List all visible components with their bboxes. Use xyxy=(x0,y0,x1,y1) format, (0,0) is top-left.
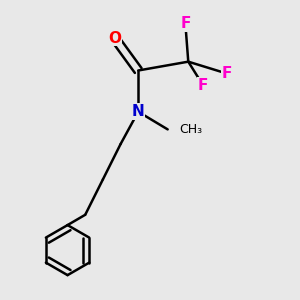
Text: CH₃: CH₃ xyxy=(179,123,203,136)
Text: F: F xyxy=(221,66,232,81)
Text: O: O xyxy=(108,31,121,46)
Text: F: F xyxy=(180,16,190,31)
Text: N: N xyxy=(132,104,145,119)
Text: F: F xyxy=(198,78,208,93)
